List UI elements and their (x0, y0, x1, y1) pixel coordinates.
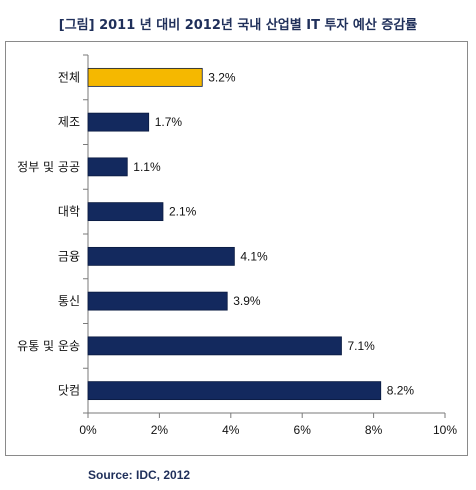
bar (87, 291, 228, 311)
value-label: 3.2% (208, 70, 236, 84)
bar (87, 381, 382, 401)
x-tick-label: 4% (222, 423, 240, 437)
category-label: 유통 및 운송 (17, 339, 80, 353)
bar (87, 157, 128, 177)
chart-frame (5, 41, 468, 456)
bar (87, 112, 150, 132)
x-tick-label: 8% (365, 423, 383, 437)
bar (87, 336, 342, 356)
bar (87, 67, 203, 87)
value-label: 3.9% (233, 294, 261, 308)
category-label: 금융 (58, 249, 80, 263)
category-label: 전체 (58, 70, 80, 84)
value-label: 8.2% (387, 384, 415, 398)
value-label: 1.1% (133, 160, 161, 174)
value-label: 4.1% (240, 249, 268, 263)
category-label: 닷컴 (58, 384, 80, 398)
chart-title: [그림] 2011 년 대비 2012년 국내 산업별 IT 투자 예산 증감률 (58, 18, 418, 33)
category-label: 통신 (58, 294, 80, 308)
bar (87, 246, 235, 266)
x-tick-label: 0% (79, 423, 97, 437)
bar (87, 202, 164, 222)
value-label: 1.7% (155, 115, 183, 129)
category-label: 정부 및 공공 (17, 160, 80, 174)
category-label: 대학 (58, 205, 80, 219)
category-label: 제조 (58, 115, 80, 129)
source-note: Source: IDC, 2012 (88, 468, 191, 482)
x-tick-label: 2% (151, 423, 169, 437)
x-tick-label: 10% (433, 423, 457, 437)
value-label: 2.1% (169, 205, 197, 219)
value-label: 7.1% (347, 339, 375, 353)
x-tick-label: 6% (294, 423, 312, 437)
bar-chart: 전체 3.2% 제조 1.7% 정부 및 공공 1.1% 대학 2.1% 금융 4.1% 통신 3.9… (17, 54, 457, 437)
